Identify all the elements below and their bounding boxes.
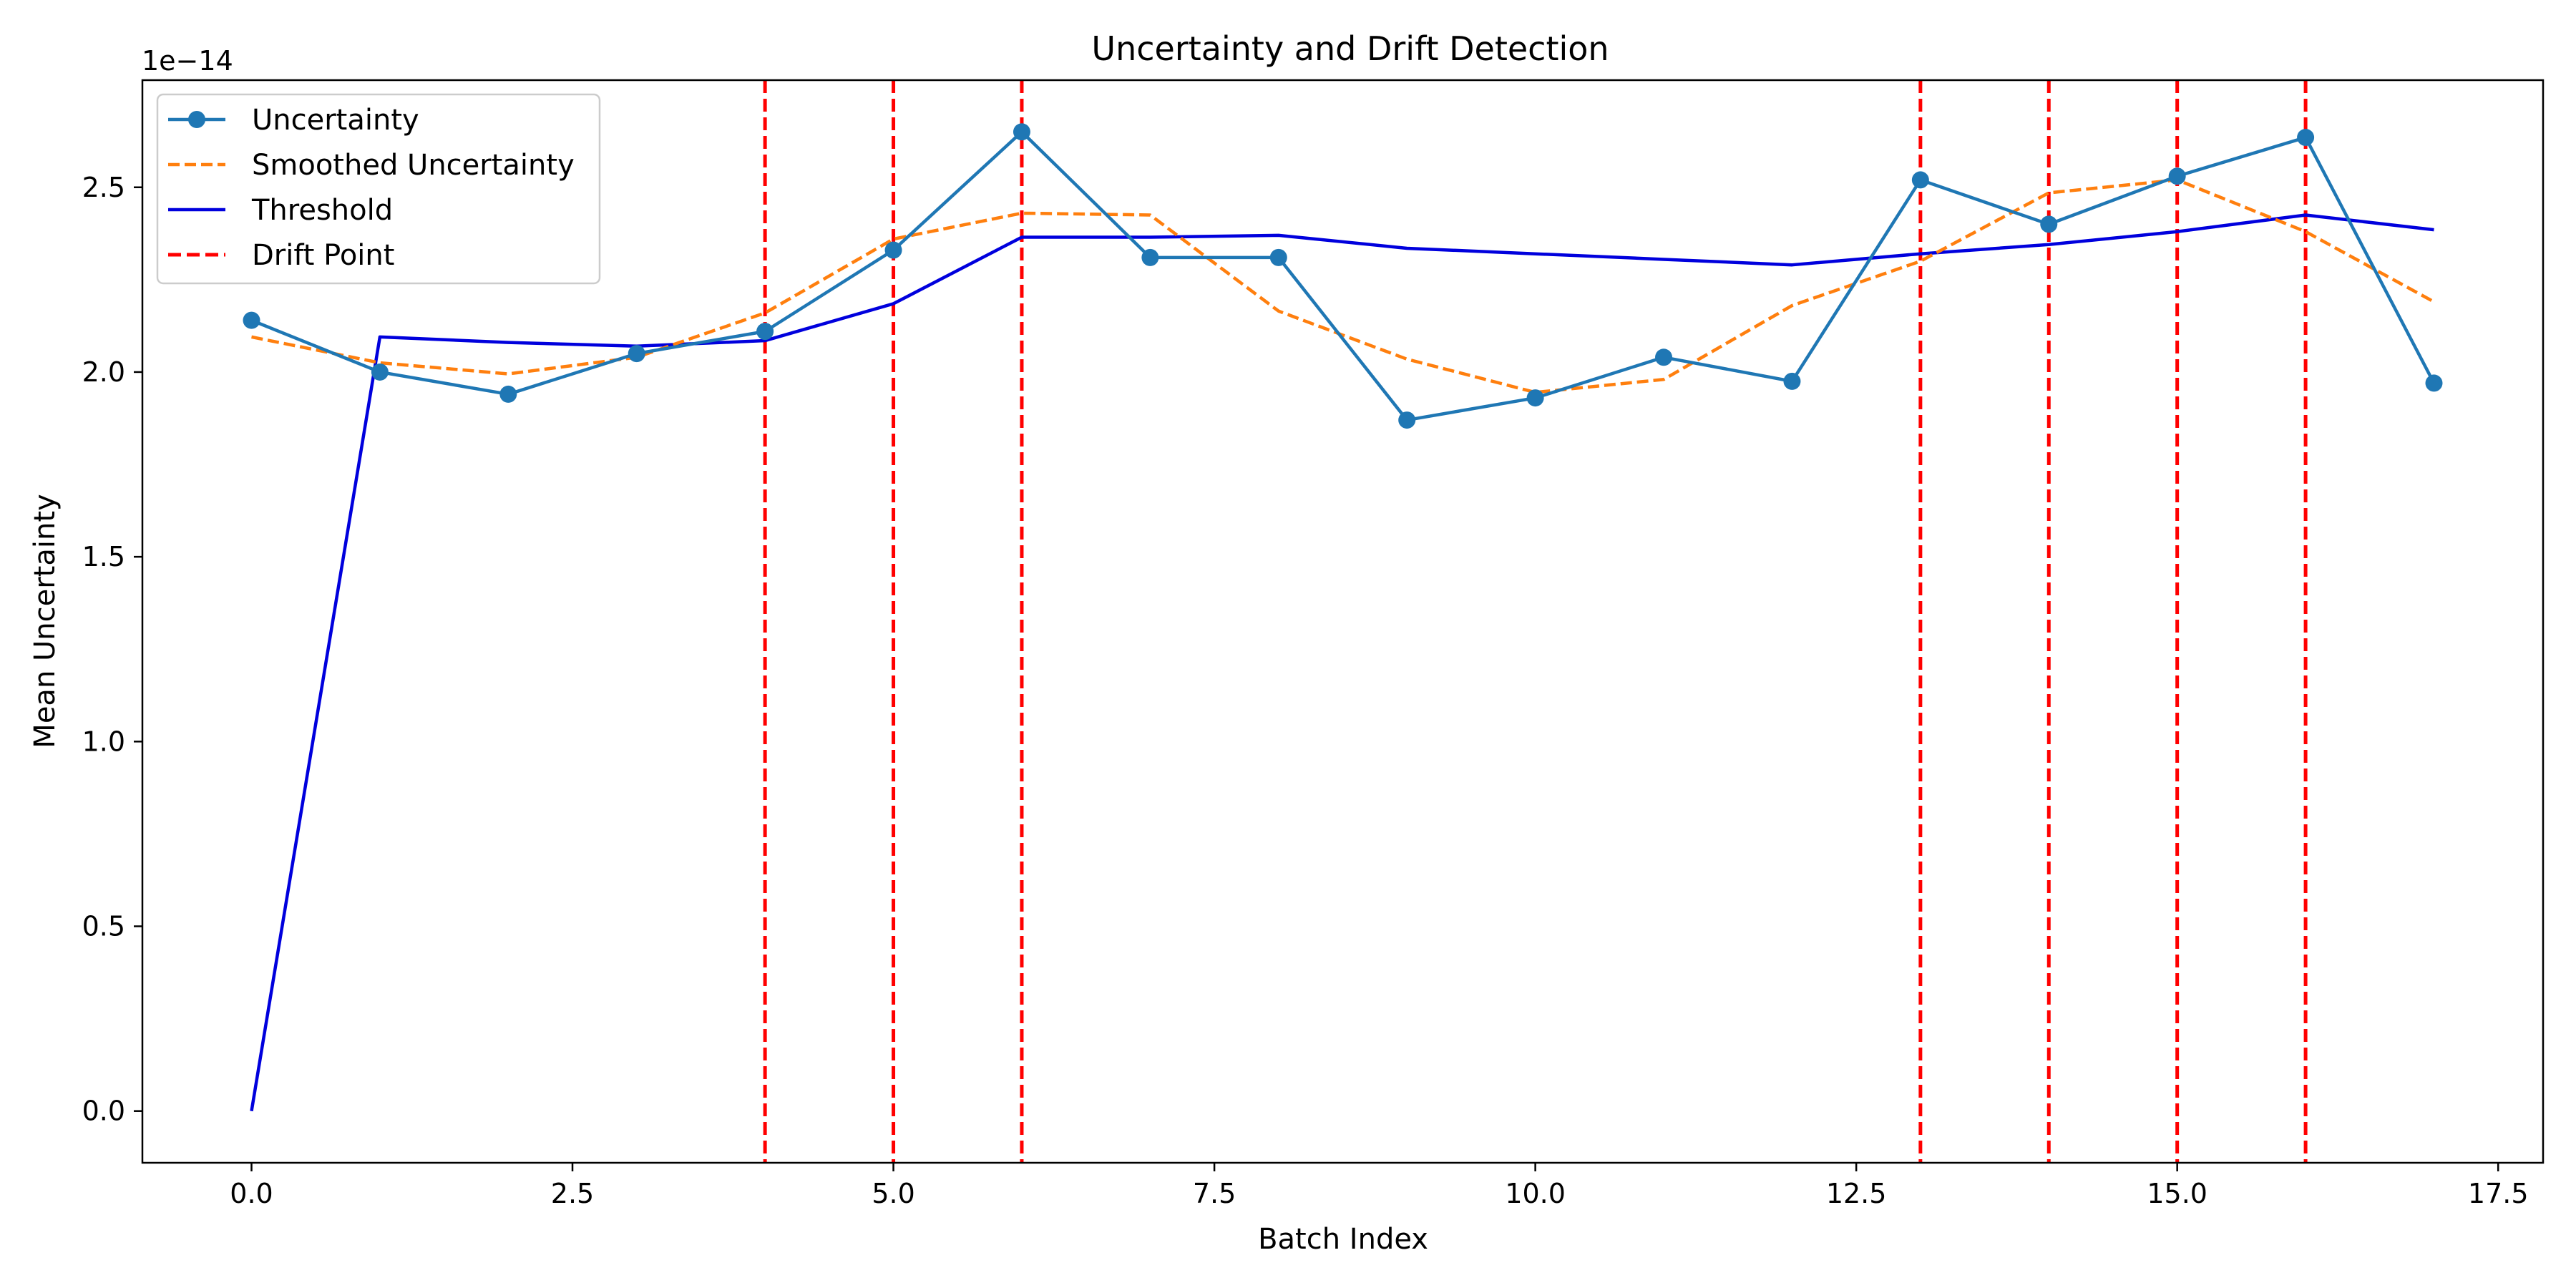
y-tick-label-5: 2.5 [82, 172, 125, 203]
series-0-point-4 [756, 323, 774, 341]
series-0-point-5 [884, 241, 902, 259]
series-0-point-0 [243, 311, 260, 329]
series-0-point-1 [371, 363, 389, 381]
legend-label-3: Drift Point [252, 239, 394, 272]
series-0-point-2 [499, 385, 517, 403]
series-0-point-9 [1398, 411, 1416, 429]
x-tick-label-2: 5.0 [872, 1178, 914, 1209]
x-tick-label-3: 7.5 [1193, 1178, 1236, 1209]
x-tick-label-0: 0.0 [230, 1178, 273, 1209]
series-0-point-11 [1655, 348, 1673, 366]
legend-label-1: Smoothed Uncertainty [252, 149, 575, 182]
series-0-point-7 [1141, 248, 1159, 266]
series-0-point-16 [2297, 129, 2315, 147]
x-axis-ticks: 0.0 2.5 5.0 7.5 10.0 12.5 15.0 17.5 [230, 1163, 2529, 1209]
y-axis-label: Mean Uncertainty [29, 494, 62, 748]
x-tick-label-4: 10.0 [1505, 1178, 1566, 1209]
chart-title: Uncertainty and Drift Detection [1091, 29, 1609, 68]
series-0-point-15 [2168, 167, 2186, 185]
series-0-point-8 [1269, 248, 1287, 266]
drift-lines [763, 80, 2308, 1163]
legend-box [156, 93, 601, 285]
series-0-point-12 [1783, 372, 1801, 390]
legend-marker-0 [188, 111, 205, 128]
series-0-point-10 [1526, 389, 1544, 407]
series-lines [243, 123, 2443, 1112]
x-tick-label-6: 15.0 [2147, 1178, 2207, 1209]
legend-label-2: Threshold [251, 194, 393, 227]
series-0-point-17 [2425, 374, 2443, 392]
y-tick-label-3: 1.5 [82, 541, 125, 572]
x-tick-label-5: 12.5 [1826, 1178, 1887, 1209]
x-tick-label-1: 2.5 [551, 1178, 594, 1209]
series-0-point-14 [2040, 215, 2058, 233]
series-0-point-13 [1911, 171, 1929, 189]
y-axis-ticks: 0.0 0.5 1.0 1.5 2.0 2.5 [82, 172, 142, 1127]
y-offset-label: 1e−14 [142, 45, 233, 77]
y-tick-label-4: 2.0 [82, 356, 125, 388]
y-tick-label-1: 0.5 [82, 911, 125, 942]
legend-label-0: Uncertainty [252, 104, 419, 137]
series-line-2 [250, 213, 2434, 1112]
plot-area-frame [141, 79, 2545, 1164]
x-axis-label: Batch Index [1258, 1223, 1428, 1256]
series-0-point-3 [628, 345, 645, 363]
series-0-point-6 [1013, 123, 1030, 141]
x-tick-label-7: 17.5 [2468, 1178, 2529, 1209]
y-tick-label-0: 0.0 [82, 1096, 125, 1127]
legend: Uncertainty Smoothed Uncertainty Threshold… [156, 93, 601, 285]
series-line-0 [250, 130, 2436, 422]
y-tick-label-2: 1.0 [82, 726, 125, 757]
